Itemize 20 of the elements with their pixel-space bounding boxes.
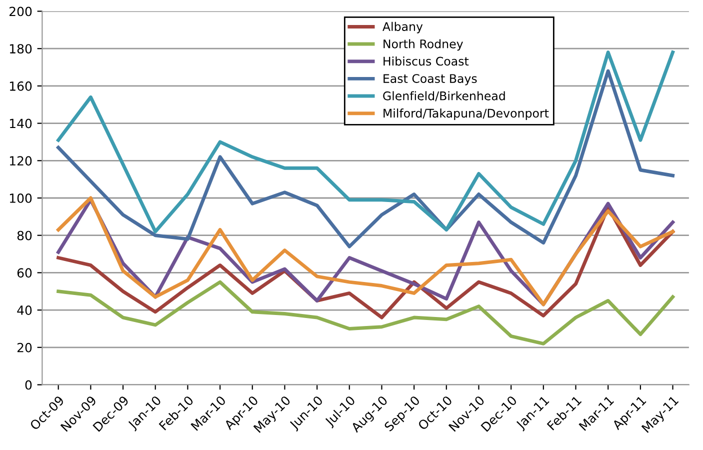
y-tick-label: 40	[17, 306, 32, 315]
legend-label: Milford/Takapuna/Devonport	[384, 108, 549, 120]
y-tick-label: 140	[10, 118, 32, 128]
legend-label: Hibiscus Coast	[384, 56, 469, 66]
y-tick-label: 200	[10, 6, 32, 16]
y-tick-label: 20	[17, 342, 32, 352]
legend-label: Glenfield/Birkenhead	[383, 91, 505, 102]
legend-label: East Coast Bays	[384, 74, 477, 86]
line-series	[56, 69, 675, 248]
legend-label: Albany	[382, 22, 423, 34]
y-tick-label: 80	[17, 230, 32, 240]
line-series	[56, 50, 675, 234]
y-tick-label: 100	[10, 193, 32, 203]
y-tick-label: 120	[10, 156, 32, 166]
y-tick-label: 180	[10, 44, 32, 54]
line-series	[56, 280, 675, 346]
y-tick-label: 0	[25, 380, 32, 390]
y-tick-label: 160	[10, 81, 32, 91]
y-tick-label: 60	[17, 268, 32, 278]
legend-label: North Rodney	[384, 39, 463, 51]
